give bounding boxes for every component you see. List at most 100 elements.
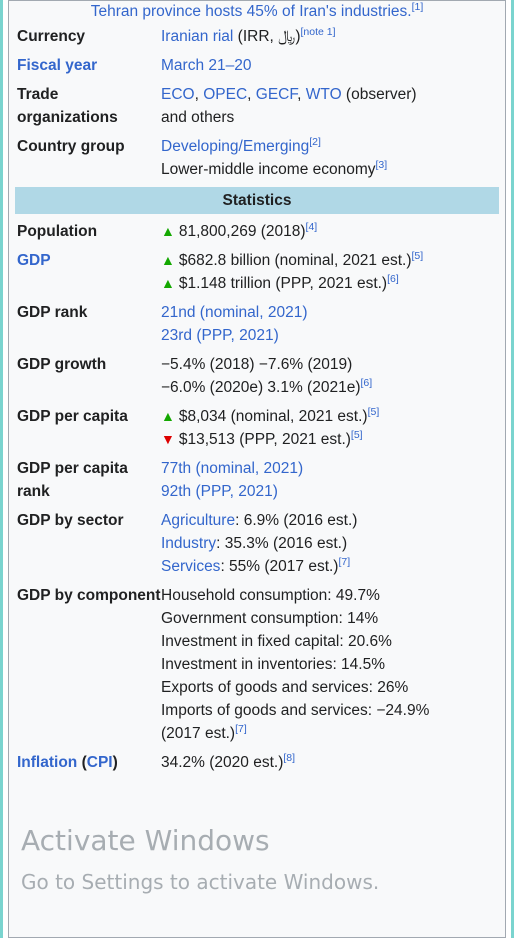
left-edge-bar <box>0 0 3 938</box>
label-currency: Currency <box>17 28 86 45</box>
value-country-group-text: Lower-middle income economy <box>161 161 376 178</box>
value-trade-organizations: ECO, OPEC, GECF, WTO (observer) and other… <box>161 83 505 129</box>
value-gdp-per-capita: ▲ $8,034 (nominal, 2021 est.)[5] ▼ $13,513 … <box>161 405 505 451</box>
increase-arrow-icon: ▲ <box>161 275 175 291</box>
value-line: 77th (nominal, 2021) <box>161 457 501 480</box>
row-fiscal-year: Fiscal year March 21–20 <box>9 54 505 77</box>
value-gdp-by-sector-link[interactable]: Industry <box>161 535 217 552</box>
label-fiscal-year[interactable]: Fiscal year <box>17 57 98 74</box>
value-trade-organizations-text: (observer) <box>341 86 417 103</box>
value-trade-organizations-text: and others <box>161 109 235 126</box>
value-currency: Iranian rial (IRR, ﷼)[note 1] <box>161 25 505 48</box>
image-caption: Tehran province hosts 45% of Iran's indu… <box>9 1 505 25</box>
value-inflation-cpi-text: 34.2% (2020 est.) <box>161 754 284 771</box>
economy-infobox: Tehran province hosts 45% of Iran's indu… <box>8 0 506 938</box>
row-gdp: GDP ▲ $682.8 billion (nominal, 2021 est.)[… <box>9 249 505 295</box>
label-gdp[interactable]: GDP <box>17 252 51 269</box>
value-currency-ref[interactable]: [note 1] <box>300 25 336 38</box>
value-trade-organizations-text: , <box>247 86 256 103</box>
value-gdp-rank-link[interactable]: 21nd (nominal, 2021) <box>161 304 308 321</box>
value-gdp-by-sector: Agriculture: 6.9% (2016 est.) Industry: 3… <box>161 509 505 578</box>
value-gdp-per-capita-rank: 77th (nominal, 2021) 92th (PPP, 2021) <box>161 457 505 503</box>
value-gdp-per-capita-ref[interactable]: [5] <box>367 405 380 418</box>
value-gdp-per-capita-rank-link[interactable]: 77th (nominal, 2021) <box>161 460 304 477</box>
value-country-group-ref[interactable]: [3] <box>375 158 388 171</box>
caption-link[interactable]: Tehran province hosts 45% of Iran's indu… <box>90 3 412 20</box>
value-gdp-by-component: Household consumption: 49.7% Government c… <box>161 584 505 745</box>
value-line: Imports of goods and services: −24.9% <box>161 699 501 722</box>
row-country-group: Country group Developing/Emerging[2] Lower… <box>9 135 505 181</box>
right-edge-bar <box>511 0 514 938</box>
value-gdp-per-capita-text: $13,513 (PPP, 2021 est.) <box>178 431 351 448</box>
label-trade-organizations: Trade organizations <box>17 86 118 126</box>
value-line: ▲ $8,034 (nominal, 2021 est.)[5] <box>161 405 501 428</box>
value-fiscal-year: March 21–20 <box>161 54 505 77</box>
value-line: Investment in inventories: 14.5% <box>161 653 501 676</box>
label-gdp-per-capita-rank: GDP per capita rank <box>17 460 128 500</box>
label-inflation-cpi-text: ( <box>77 754 87 771</box>
section-header-statistics: Statistics <box>15 187 499 214</box>
value-gdp-per-capita-ref[interactable]: [5] <box>350 428 363 441</box>
value-currency-link[interactable]: Iranian rial <box>161 28 234 45</box>
value-line: ▲ $1.148 trillion (PPP, 2021 est.)[6] <box>161 272 501 295</box>
value-trade-organizations-link[interactable]: GECF <box>255 86 298 103</box>
value-inflation-cpi: 34.2% (2020 est.)[8] <box>161 751 505 774</box>
value-gdp-per-capita-rank-link[interactable]: 92th (PPP, 2021) <box>161 483 278 500</box>
value-gdp-by-component-text: Investment in inventories: 14.5% <box>161 656 386 673</box>
value-line: and others <box>161 106 501 129</box>
value-line: Government consumption: 14% <box>161 607 501 630</box>
value-gdp-by-sector-text: : 35.3% (2016 est.) <box>216 535 348 552</box>
value-gdp-by-component-ref[interactable]: [7] <box>235 722 247 735</box>
value-trade-organizations-link[interactable]: WTO <box>305 86 342 103</box>
value-trade-organizations-text: , <box>194 86 204 103</box>
value-gdp-text: $1.148 trillion (PPP, 2021 est.) <box>178 275 388 292</box>
value-line: Lower-middle income economy[3] <box>161 158 501 181</box>
value-trade-organizations-link[interactable]: ECO <box>161 86 195 103</box>
value-country-group-ref[interactable]: [2] <box>309 135 321 148</box>
value-line: 23rd (PPP, 2021) <box>161 324 501 347</box>
value-inflation-cpi-ref[interactable]: [8] <box>283 751 296 764</box>
label-gdp-by-sector: GDP by sector <box>17 512 124 529</box>
value-line: −6.0% (2020e) 3.1% (2021e)[6] <box>161 376 501 399</box>
label-inflation-cpi-link[interactable]: Inflation <box>17 754 78 771</box>
value-country-group-link[interactable]: Developing/Emerging <box>161 138 310 155</box>
value-line: Services: 55% (2017 est.)[7] <box>161 555 501 578</box>
value-line: 21nd (nominal, 2021) <box>161 301 501 324</box>
label-gdp-growth: GDP growth <box>17 356 107 373</box>
value-gdp-by-sector-ref[interactable]: [7] <box>338 555 351 568</box>
value-population: ▲ 81,800,269 (2018)[4] <box>161 220 505 243</box>
value-line: −5.4% (2018) −7.6% (2019) <box>161 353 501 376</box>
row-gdp-by-sector: GDP by sector Agriculture: 6.9% (2016 est… <box>9 509 505 578</box>
value-line: ECO, OPEC, GECF, WTO (observer) <box>161 83 501 106</box>
value-gdp-by-component-text: Exports of goods and services: 26% <box>161 679 409 696</box>
value-fiscal-year-link[interactable]: March 21–20 <box>161 57 252 74</box>
row-trade-organizations: Trade organizations ECO, OPEC, GECF, WTO … <box>9 83 505 129</box>
value-trade-organizations-text: , <box>297 86 306 103</box>
value-gdp-by-sector-link[interactable]: Services <box>161 558 221 575</box>
infobox-rows-top: Currency Iranian rial (IRR, ﷼)[note 1] Fis… <box>9 25 505 181</box>
value-line: (2017 est.)[7] <box>161 722 501 745</box>
value-gdp-ref[interactable]: [5] <box>411 249 424 262</box>
row-population: Population ▲ 81,800,269 (2018)[4] <box>9 220 505 243</box>
label-gdp-per-capita: GDP per capita <box>17 408 128 425</box>
value-line: Exports of goods and services: 26% <box>161 676 501 699</box>
value-gdp-ref[interactable]: [6] <box>387 272 399 285</box>
value-gdp-by-component-text: (2017 est.) <box>161 725 236 742</box>
value-line: Investment in fixed capital: 20.6% <box>161 630 501 653</box>
value-gdp-by-sector-link[interactable]: Agriculture <box>161 512 236 529</box>
row-gdp-per-capita: GDP per capita ▲ $8,034 (nominal, 2021 est… <box>9 405 505 451</box>
value-line: Agriculture: 6.9% (2016 est.) <box>161 509 501 532</box>
value-gdp-by-sector-text: : 6.9% (2016 est.) <box>235 512 358 529</box>
label-country-group: Country group <box>17 138 125 155</box>
label-inflation-cpi-link[interactable]: CPI <box>86 754 113 771</box>
caption-ref[interactable]: [1] <box>411 0 424 13</box>
value-trade-organizations-link[interactable]: OPEC <box>203 86 248 103</box>
value-population-ref[interactable]: [4] <box>305 220 318 233</box>
row-currency: Currency Iranian rial (IRR, ﷼)[note 1] <box>9 25 505 48</box>
label-inflation-cpi-text: ) <box>112 754 118 771</box>
value-gdp-rank-link[interactable]: 23rd (PPP, 2021) <box>161 327 279 344</box>
label-inflation-cpi: Inflation (CPI) <box>9 751 161 774</box>
value-gdp-growth-ref[interactable]: [6] <box>360 376 373 389</box>
value-line: ▲ 81,800,269 (2018)[4] <box>161 220 501 243</box>
value-line: ▲ $682.8 billion (nominal, 2021 est.)[5] <box>161 249 501 272</box>
